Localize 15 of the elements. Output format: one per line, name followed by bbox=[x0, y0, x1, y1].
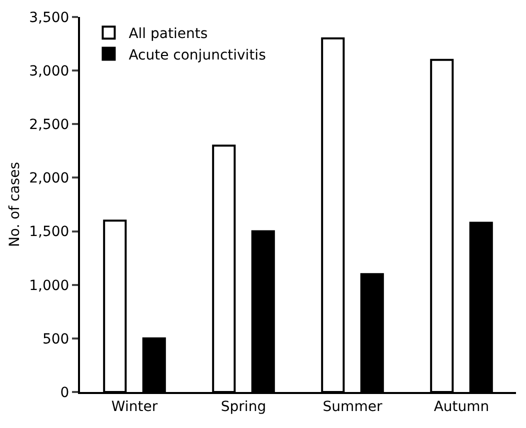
y-axis-title: No. of cases bbox=[7, 162, 24, 248]
y-tick-label: 500 bbox=[42, 331, 70, 348]
y-tick-label: 2,000 bbox=[29, 170, 70, 187]
x-tick-label: Spring bbox=[220, 398, 266, 415]
y-tick-label: 3,500 bbox=[29, 10, 70, 26]
y-tick-label: 2,500 bbox=[29, 117, 70, 134]
x-tick-label: Summer bbox=[322, 398, 382, 415]
y-tick-label: 1,500 bbox=[29, 224, 70, 240]
legend-label: Acute conjunctivitis bbox=[128, 47, 266, 64]
y-tick-label: 0 bbox=[60, 384, 70, 401]
x-tick-label: Autumn bbox=[434, 398, 490, 415]
legend-label: All patients bbox=[128, 26, 208, 42]
y-tick-label: 3,000 bbox=[29, 63, 70, 80]
y-tick-label: 1,000 bbox=[29, 278, 70, 294]
x-tick-label: Winter bbox=[111, 398, 158, 415]
